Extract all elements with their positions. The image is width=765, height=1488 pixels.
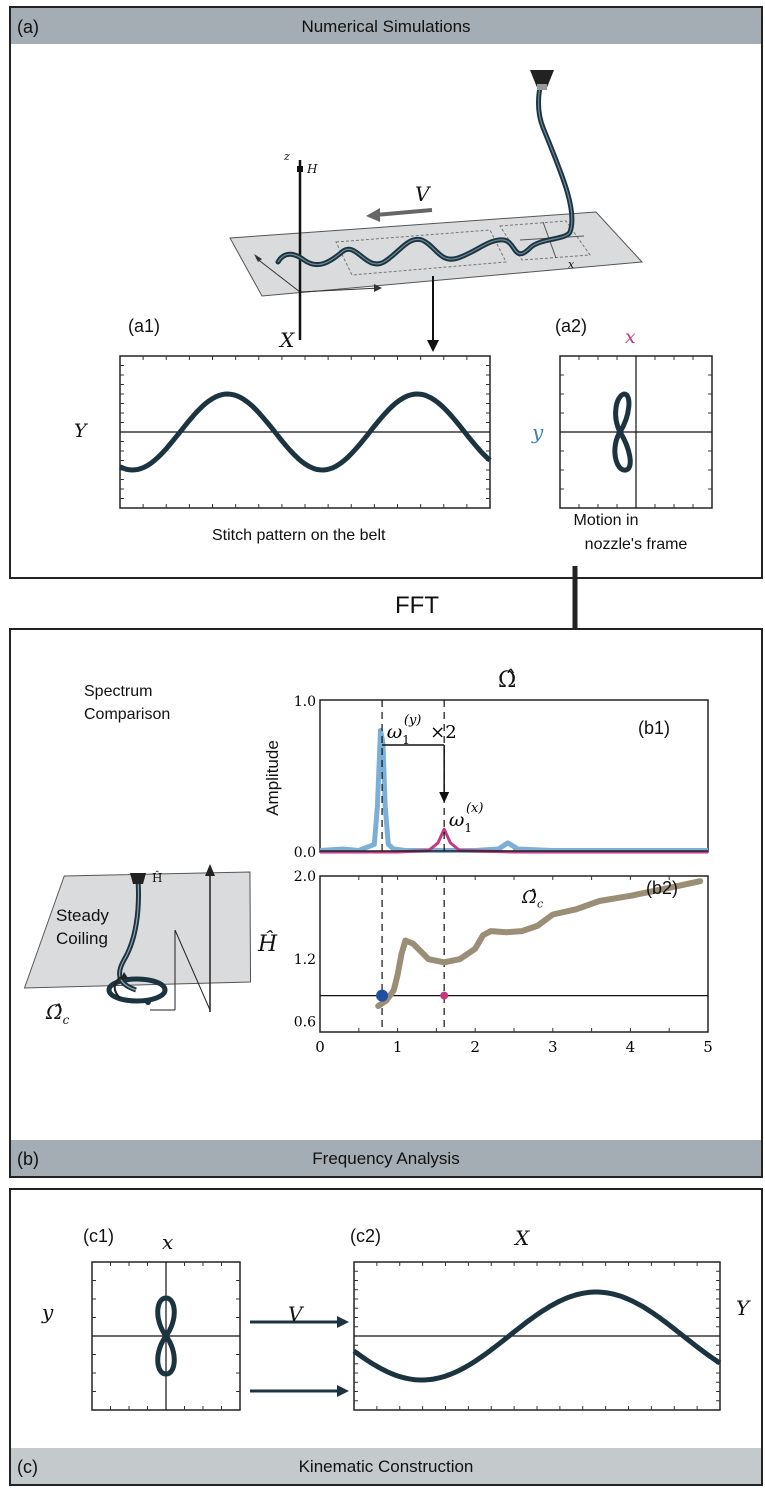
b1-ylabel: Amplitude bbox=[262, 740, 282, 816]
stitch-curve-highlight bbox=[277, 79, 573, 266]
b2-ytick-2: 2.0 bbox=[294, 869, 316, 885]
b1-x2-arrow bbox=[439, 792, 450, 803]
b2-xtick-2: 2 bbox=[470, 1038, 480, 1056]
a1-letter: (a1) bbox=[128, 316, 161, 336]
c2-stitch-curve bbox=[352, 1289, 722, 1383]
b2-ylabel: Ĥ bbox=[258, 932, 278, 957]
axis-z-label: z bbox=[284, 150, 290, 163]
coil-ring bbox=[106, 976, 168, 1004]
coil-up-arrow bbox=[205, 864, 215, 876]
panel-b-letter: (b) bbox=[17, 1149, 39, 1169]
b2-xtick-3: 3 bbox=[548, 1038, 558, 1056]
v-arrow bbox=[366, 208, 380, 222]
a2-letter: (a2) bbox=[555, 316, 588, 336]
axis-X-label: X bbox=[280, 328, 295, 352]
c2-letter: (c2) bbox=[350, 1226, 381, 1246]
chart-b2: 0 1 2 3 4 5 0.6 1.2 2.0 bbox=[294, 869, 713, 1056]
b2-xtick-1: 1 bbox=[393, 1038, 403, 1056]
coil-H-hat-label: Ĥ bbox=[152, 871, 163, 885]
steady-label-1: Steady bbox=[56, 906, 109, 925]
a1-ticks bbox=[120, 356, 490, 508]
panel-c-title: Kinematic Construction bbox=[298, 1457, 474, 1476]
b2-xtick-0: 0 bbox=[315, 1038, 325, 1056]
down-arrow-a1 bbox=[427, 340, 439, 352]
a2-figure-eight bbox=[612, 391, 633, 473]
b1-ytick-0: 0.0 bbox=[294, 845, 316, 861]
coil-omega-c-label: Ω̂c bbox=[46, 1000, 70, 1027]
panel-a-header: (a) Numerical Simulations bbox=[11, 8, 761, 44]
b2-ytick-0: 0.6 bbox=[294, 1015, 316, 1031]
chart-b1: ×2ω1(y)ω1(x)0.01.0 bbox=[294, 694, 709, 861]
c-arrows bbox=[250, 1316, 349, 1397]
nozzle-icon bbox=[530, 70, 554, 90]
stitch-box bbox=[335, 229, 507, 276]
a2-caption-1: Motion in bbox=[573, 512, 639, 529]
panel-b-title: Frequency Analysis bbox=[312, 1149, 460, 1168]
belt-scene bbox=[229, 70, 644, 664]
b2-xtick-4: 4 bbox=[626, 1038, 636, 1056]
c-axis-V-label: V bbox=[288, 1302, 303, 1326]
axis-x-small-label: x bbox=[568, 258, 575, 271]
axis-H-label: H bbox=[307, 162, 318, 176]
b2-xtick-5: 5 bbox=[703, 1038, 713, 1056]
a2-caption-2: nozzle's frame bbox=[584, 536, 688, 553]
panel-c-letter: (c) bbox=[17, 1457, 38, 1477]
a1-caption: Stitch pattern on the belt bbox=[212, 527, 386, 544]
b2-omega-c-label: Ω̂c bbox=[522, 887, 544, 911]
coil-nozzle-icon bbox=[130, 873, 146, 884]
c1-axis-x-label: x bbox=[162, 1230, 174, 1254]
panel-a-letter: (a) bbox=[17, 17, 39, 37]
b1-times-label: ×2 bbox=[430, 722, 457, 743]
b2-series-0 bbox=[375, 878, 704, 1009]
a1-stitch-curve bbox=[119, 391, 492, 473]
nozzle-box bbox=[499, 220, 591, 261]
b1-panel-label: (b1) bbox=[638, 718, 671, 738]
b1-ytick-1: 1.0 bbox=[294, 694, 316, 710]
a2-plot bbox=[559, 355, 713, 509]
axis-V-label: V bbox=[415, 182, 430, 206]
spectrum-label-1: Spectrum bbox=[84, 683, 153, 700]
b2-panel-label: (b2) bbox=[646, 878, 679, 898]
a1-axis-Y-label: Y bbox=[74, 420, 87, 442]
c-arrow-bottom bbox=[337, 1385, 349, 1397]
c2-axis-X-label: X bbox=[515, 1226, 530, 1250]
c1-figure-eight bbox=[155, 1295, 177, 1377]
panel-c-footer: (c) Kinematic Construction bbox=[11, 1448, 761, 1484]
panel-a-title: Numerical Simulations bbox=[301, 17, 471, 36]
steady-label-2: Coiling bbox=[56, 929, 108, 948]
b2-ytick-1: 1.2 bbox=[294, 952, 316, 968]
b1-series-0 bbox=[319, 727, 708, 853]
a2-axis-x-label: x bbox=[625, 326, 636, 348]
b2-point-1 bbox=[440, 991, 449, 1000]
panel-b-footer: (b) Frequency Analysis bbox=[11, 1140, 761, 1176]
c1-letter: (c1) bbox=[83, 1226, 114, 1246]
spectrum-label-2: Comparison bbox=[84, 706, 171, 723]
c2-axis-Y-label: Y bbox=[736, 1296, 750, 1320]
a1-plot bbox=[119, 355, 492, 509]
c2-plot bbox=[352, 1261, 722, 1411]
a2-axis-y-label: y bbox=[532, 420, 544, 444]
b1-title: Ω̂ bbox=[498, 668, 517, 693]
c1-axis-y-label: y bbox=[42, 1300, 54, 1324]
coiling-scene bbox=[23, 864, 252, 1012]
c-arrow-top bbox=[337, 1316, 349, 1328]
c1-plot bbox=[91, 1261, 241, 1411]
b2-frame bbox=[319, 875, 709, 1033]
fft-label: FFT bbox=[395, 592, 439, 619]
b2-point-0 bbox=[376, 989, 389, 1002]
